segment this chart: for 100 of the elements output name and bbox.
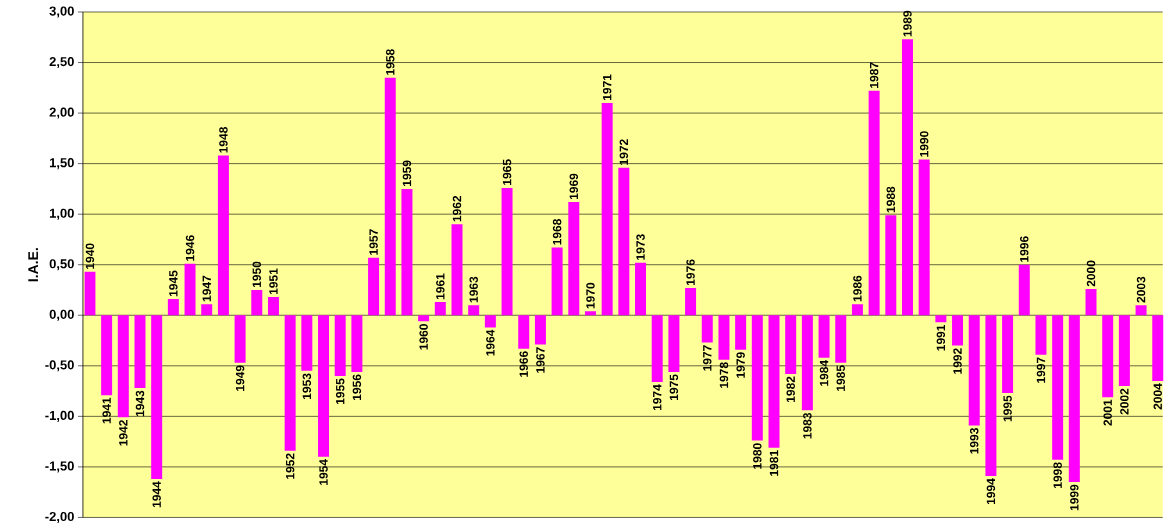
bar: [418, 315, 430, 322]
x-tick-label: 1951: [269, 268, 278, 294]
bar: [751, 315, 763, 441]
bar: [718, 315, 730, 360]
x-tick-label: 1973: [636, 234, 645, 260]
x-tick-label: 1965: [502, 159, 512, 185]
y-tick-label: -1,00: [45, 410, 74, 422]
x-tick-label: 2000: [1086, 260, 1096, 287]
bar: [1152, 315, 1164, 381]
bar: [301, 315, 313, 371]
y-tick-label: 2,50: [49, 56, 74, 68]
bar: [1052, 315, 1064, 460]
bar: [451, 224, 463, 316]
x-tick-label: 2004: [1153, 383, 1162, 410]
x-tick-label: 1980: [753, 443, 762, 469]
x-tick-label: 1969: [569, 173, 579, 199]
bar: [551, 247, 563, 316]
x-tick-label: 1955: [335, 378, 345, 404]
bar: [468, 304, 480, 316]
x-tick-label: 1999: [1070, 484, 1079, 510]
bar: [251, 289, 263, 316]
x-tick-label: 1976: [686, 259, 695, 285]
bar: [768, 315, 780, 448]
bar: [901, 39, 913, 316]
bar: [918, 159, 930, 316]
bar: [384, 77, 396, 316]
bar: [334, 315, 346, 376]
x-tick-label: 1952: [285, 453, 295, 479]
bar: [318, 315, 330, 457]
bar: [484, 315, 496, 328]
x-tick-label: 1950: [252, 261, 262, 287]
bar: [568, 201, 580, 316]
y-tick-label: 0,50: [49, 258, 74, 271]
x-tick-label: 1943: [135, 390, 145, 416]
x-tick-label: 1988: [886, 186, 896, 213]
bar: [618, 167, 630, 316]
bar: [851, 303, 863, 316]
x-tick-label: 1977: [703, 345, 712, 371]
y-tick-label: -1,50: [45, 461, 74, 473]
bar: [968, 315, 980, 426]
x-tick-label: 1942: [119, 419, 128, 446]
x-tick-label: 2003: [1136, 276, 1146, 303]
x-tick-label: 1970: [586, 282, 595, 309]
x-tick-label: 1998: [1053, 462, 1062, 488]
x-tick-label: 1940: [85, 243, 95, 269]
bar: [234, 315, 246, 363]
x-tick-label: 1959: [402, 160, 412, 186]
x-tick-label: 1987: [869, 62, 879, 88]
bar: [651, 315, 663, 382]
x-tick-label: 1956: [352, 374, 362, 400]
x-tick-label: 1948: [219, 126, 228, 153]
y-tick-label: 1,00: [49, 208, 74, 220]
bar: [1018, 264, 1030, 316]
bar: [818, 315, 830, 358]
bar: [518, 315, 530, 349]
x-tick-label: 1961: [436, 273, 445, 299]
bar: [785, 315, 797, 374]
bar: [351, 315, 363, 372]
x-tick-label: 1992: [953, 348, 962, 374]
y-tick-label: -2,00: [45, 511, 74, 523]
x-tick-label: 1967: [536, 347, 545, 373]
x-tick-label: 2002: [1120, 388, 1129, 415]
bar: [985, 315, 997, 476]
x-tick-label: 1974: [652, 384, 662, 410]
x-tick-label: 1997: [1036, 357, 1046, 383]
x-tick-label: 1947: [202, 275, 211, 301]
bar: [601, 102, 613, 316]
x-tick-label: 1968: [552, 218, 562, 245]
y-tick-label: 1,50: [49, 157, 74, 169]
bar: [167, 298, 179, 316]
y-axis-title: I.A.E.: [28, 247, 38, 282]
x-tick-label: 1954: [319, 458, 328, 485]
x-tick-label: 1949: [235, 365, 245, 391]
x-tick-label: 1966: [519, 351, 528, 377]
x-tick-label: 1978: [719, 362, 729, 388]
bar: [1118, 315, 1130, 386]
x-tick-label: 1990: [919, 131, 929, 157]
x-tick-label: 2001: [1103, 399, 1112, 426]
x-tick-label: 1960: [419, 323, 428, 350]
bar: [885, 214, 897, 316]
x-tick-label: 1962: [452, 195, 462, 222]
x-tick-label: 1981: [769, 450, 779, 476]
bar: [1068, 315, 1080, 482]
bar: [835, 315, 847, 363]
x-tick-label: 1994: [986, 478, 996, 504]
x-tick-label: 1953: [302, 373, 312, 399]
x-tick-label: 1975: [669, 374, 679, 400]
bar: [184, 263, 196, 316]
bar: [701, 315, 713, 343]
bar: [117, 315, 129, 418]
x-tick-label: 1945: [169, 270, 178, 296]
bar: [217, 155, 229, 316]
bar: [501, 187, 513, 316]
bar: [368, 257, 380, 316]
x-tick-label: 1982: [786, 376, 795, 402]
y-tick-label: 0,00: [49, 309, 74, 321]
bar: [1102, 315, 1114, 397]
bar: [935, 315, 947, 323]
x-tick-label: 1993: [969, 427, 979, 454]
bar: [952, 315, 964, 346]
